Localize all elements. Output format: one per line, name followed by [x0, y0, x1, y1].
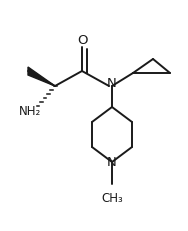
Text: N: N [107, 77, 117, 90]
Text: CH₃: CH₃ [101, 191, 123, 204]
Text: NH₂: NH₂ [19, 105, 41, 118]
Text: N: N [107, 156, 117, 169]
Text: O: O [77, 33, 87, 46]
Polygon shape [28, 68, 55, 87]
